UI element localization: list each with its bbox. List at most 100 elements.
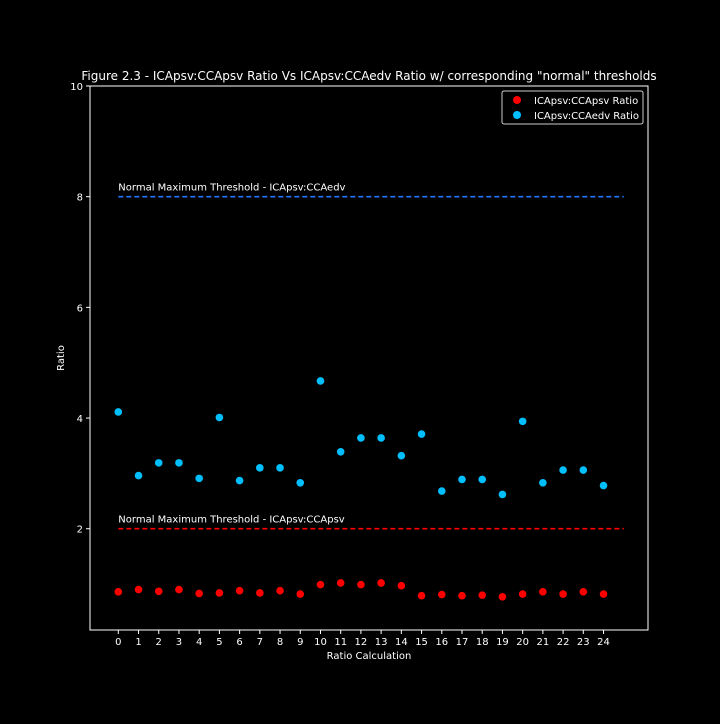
data-point — [458, 475, 466, 484]
data-point — [195, 589, 203, 598]
x-tick-label: 19 — [496, 637, 509, 648]
data-point — [498, 490, 507, 499]
data-point — [539, 478, 547, 487]
y-axis-label: Ratio — [56, 345, 67, 371]
chart-title: Figure 2.3 - ICApsv:CCApsv Ratio Vs ICAp… — [81, 69, 656, 83]
data-point — [154, 459, 163, 467]
data-point — [114, 408, 123, 416]
data-point — [397, 581, 406, 590]
data-point — [316, 580, 325, 589]
x-tick-label: 10 — [314, 637, 327, 648]
data-point — [357, 580, 365, 589]
data-point — [296, 590, 305, 598]
data-point — [154, 587, 163, 596]
x-tick-label: 11 — [334, 637, 347, 648]
data-point — [114, 588, 123, 596]
data-point — [316, 377, 325, 385]
x-tick-label: 0 — [115, 637, 121, 648]
y-axis: 2 4 6 8 10 — [70, 82, 90, 536]
x-tick-label: 9 — [297, 637, 303, 648]
data-point — [559, 466, 567, 474]
x-tick-label: 7 — [257, 637, 263, 648]
data-point — [518, 417, 527, 426]
x-tick-label: 15 — [415, 637, 428, 648]
x-tick-label: 5 — [216, 637, 222, 648]
data-point — [256, 464, 264, 472]
x-tick-label: 23 — [577, 637, 590, 648]
x-tick-label: 8 — [277, 637, 283, 648]
threshold-label: Normal Maximum Threshold - ICApsv:CCApsv — [118, 515, 344, 526]
data-point — [215, 413, 224, 422]
data-point — [417, 591, 426, 600]
x-tick-label: 24 — [597, 637, 610, 648]
data-point — [559, 590, 567, 598]
y-tick-label: 4 — [77, 414, 83, 425]
plot-area-frame — [89, 85, 649, 631]
y-tick-label: 6 — [77, 303, 83, 314]
threshold-label: Normal Maximum Threshold - ICApsv:CCAedv — [118, 183, 345, 194]
x-tick-label: 13 — [375, 637, 388, 648]
data-point — [215, 589, 224, 597]
data-point — [599, 590, 608, 598]
data-point — [518, 590, 527, 598]
x-tick-label: 3 — [176, 637, 182, 648]
data-point — [539, 588, 547, 596]
data-point — [235, 476, 244, 485]
x-tick-label: 6 — [236, 637, 242, 648]
data-point — [276, 586, 284, 595]
x-axis: 0 1 2 3 4 5 6 7 8 9 10 11 12 13 14 15 16 17 18 19 20 21 22 23 24 — [115, 630, 610, 648]
legend-box — [501, 90, 644, 125]
data-point — [134, 585, 143, 594]
data-point — [256, 589, 264, 597]
data-point — [175, 459, 183, 467]
y-tick-label: 2 — [77, 525, 83, 536]
x-tick-label: 12 — [355, 637, 368, 648]
x-tick-label: 20 — [516, 637, 529, 648]
data-point — [599, 481, 608, 490]
data-point — [397, 451, 406, 460]
legend-marker-icapsv-ccapsv — [513, 96, 521, 104]
legend: ICApsv:CCApsv Ratio ICApsv:CCAedv Ratio — [501, 90, 644, 125]
data-point — [377, 579, 385, 587]
data-point — [357, 434, 365, 442]
data-point — [296, 478, 305, 487]
data-point — [437, 487, 446, 495]
data-point — [175, 585, 183, 594]
data-point — [437, 590, 446, 599]
legend-label-icapsv-ccaedv: ICApsv:CCAedv Ratio — [534, 111, 639, 122]
data-point — [235, 586, 244, 595]
data-point — [336, 579, 345, 587]
y-tick-label: 10 — [70, 82, 83, 93]
data-points — [114, 377, 608, 601]
data-point — [579, 588, 588, 596]
x-tick-label: 2 — [156, 637, 162, 648]
legend-marker-icapsv-ccaedv — [513, 111, 521, 119]
data-point — [458, 591, 466, 600]
data-point — [579, 466, 588, 474]
x-tick-label: 4 — [196, 637, 202, 648]
x-tick-label: 18 — [476, 637, 489, 648]
series-icapsv-ccaedv — [114, 377, 608, 499]
data-point — [336, 448, 345, 456]
data-point — [134, 471, 143, 480]
legend-label-icapsv-ccapsv: ICApsv:CCApsv Ratio — [534, 96, 638, 107]
threshold-lines: Normal Maximum Threshold - ICApsv:CCAedv… — [118, 183, 624, 530]
data-point — [377, 434, 385, 442]
data-point — [417, 430, 426, 438]
x-tick-label: 1 — [135, 637, 141, 648]
x-tick-label: 14 — [395, 637, 408, 648]
x-tick-label: 17 — [456, 637, 469, 648]
y-tick-label: 8 — [77, 193, 83, 204]
data-point — [478, 591, 487, 599]
x-tick-label: 16 — [435, 637, 448, 648]
data-point — [195, 474, 203, 483]
data-point — [498, 592, 507, 601]
x-tick-label: 22 — [557, 637, 570, 648]
data-point — [276, 464, 284, 472]
x-tick-label: 21 — [537, 637, 550, 648]
x-axis-label: Ratio Calculation — [327, 651, 412, 662]
series-icapsv-ccapsv — [114, 579, 608, 601]
data-point — [478, 475, 487, 484]
